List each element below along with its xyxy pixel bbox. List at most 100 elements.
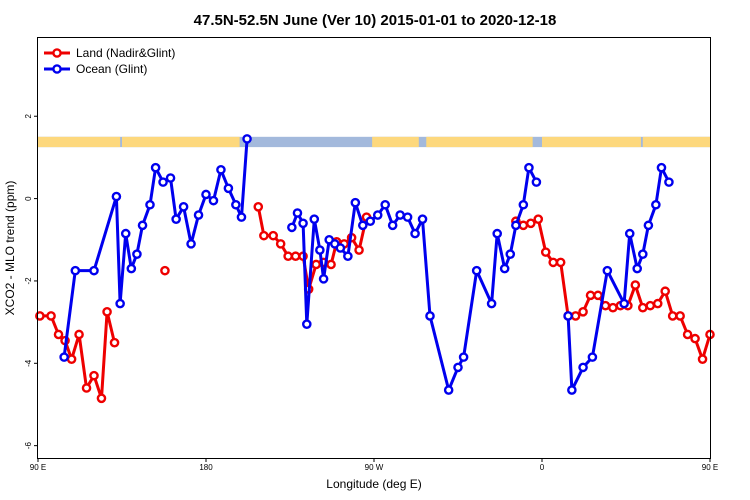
data-point bbox=[137, 220, 148, 231]
data-point bbox=[70, 265, 81, 276]
x-tick-label: 180 bbox=[199, 463, 213, 472]
data-point bbox=[231, 199, 241, 210]
legend-marker bbox=[52, 64, 62, 74]
data-point bbox=[675, 311, 685, 321]
data-point bbox=[315, 245, 325, 255]
data-point bbox=[343, 251, 353, 262]
data-point bbox=[651, 199, 661, 210]
data-point bbox=[126, 263, 137, 274]
data-point bbox=[638, 302, 648, 313]
data-point bbox=[425, 311, 435, 321]
legend: Land (Nadir&Glint) Ocean (Glint) bbox=[44, 46, 175, 76]
data-point bbox=[518, 220, 529, 231]
strip-land-segment bbox=[38, 136, 121, 148]
x-tick-label: 90 E bbox=[702, 463, 718, 472]
chart-title: 47.5N-52.5N June (Ver 10) 2015-01-01 to … bbox=[194, 12, 557, 29]
data-point bbox=[160, 265, 170, 276]
data-point bbox=[660, 286, 671, 297]
data-point bbox=[171, 214, 181, 224]
legend-label: Land (Nadir&Glint) bbox=[76, 46, 175, 60]
data-point bbox=[697, 354, 708, 364]
data-point bbox=[298, 218, 308, 229]
y-tick-label: -2 bbox=[24, 277, 33, 285]
data-point bbox=[89, 265, 99, 276]
data-point bbox=[292, 208, 303, 218]
data-point bbox=[301, 319, 312, 329]
legend-marker bbox=[52, 48, 62, 58]
data-point bbox=[236, 212, 247, 222]
data-point bbox=[499, 263, 510, 274]
data-point bbox=[505, 249, 516, 259]
data-point bbox=[81, 383, 92, 393]
data-point bbox=[380, 199, 391, 210]
data-point bbox=[259, 230, 269, 241]
data-point bbox=[540, 247, 551, 257]
data-point bbox=[526, 218, 536, 229]
data-point bbox=[548, 257, 559, 268]
strip-land-segment bbox=[122, 136, 240, 148]
data-point bbox=[186, 239, 196, 249]
data-point bbox=[630, 280, 641, 290]
y-axis: -6 -4 -2 0 2 bbox=[24, 113, 38, 449]
data-point bbox=[632, 263, 643, 274]
x-tick-label: 90 E bbox=[30, 463, 46, 472]
data-point bbox=[471, 265, 482, 276]
data-point bbox=[350, 197, 361, 208]
data-point bbox=[178, 202, 189, 212]
series-line bbox=[256, 206, 368, 291]
data-point bbox=[619, 298, 629, 309]
data-point bbox=[268, 230, 279, 241]
data-point bbox=[458, 352, 469, 362]
data-point bbox=[357, 220, 368, 231]
data-point bbox=[223, 183, 234, 194]
data-point bbox=[682, 329, 693, 340]
data-point bbox=[132, 249, 142, 259]
data-point bbox=[158, 177, 168, 187]
series-layer bbox=[35, 134, 715, 404]
data-point bbox=[89, 370, 99, 381]
data-point bbox=[74, 329, 84, 340]
plot-frame bbox=[37, 37, 711, 459]
data-point bbox=[486, 298, 497, 309]
strip-land-segment bbox=[372, 136, 419, 148]
data-point bbox=[690, 333, 700, 344]
data-point bbox=[524, 162, 534, 173]
data-point bbox=[109, 337, 120, 348]
series-line bbox=[39, 310, 116, 400]
data-point bbox=[365, 216, 376, 227]
data-point bbox=[165, 173, 176, 183]
data-point bbox=[283, 251, 293, 262]
data-point bbox=[410, 228, 420, 239]
data-point bbox=[667, 311, 678, 321]
data-point bbox=[201, 189, 211, 200]
data-point bbox=[417, 214, 428, 224]
data-point bbox=[578, 307, 588, 317]
strip-land-segment bbox=[426, 136, 533, 148]
data-point bbox=[216, 164, 226, 175]
y-axis-label: XCO2 - MLO trend (ppm) bbox=[3, 181, 17, 316]
data-point bbox=[150, 162, 161, 173]
data-point bbox=[643, 220, 654, 231]
data-point bbox=[570, 311, 581, 321]
data-point bbox=[492, 228, 503, 239]
data-point bbox=[311, 259, 321, 270]
legend-label: Ocean (Glint) bbox=[76, 62, 147, 76]
y-tick-label: -4 bbox=[24, 359, 33, 367]
data-point bbox=[145, 199, 155, 210]
data-point bbox=[372, 210, 383, 220]
data-point bbox=[567, 385, 577, 395]
data-point bbox=[35, 311, 45, 321]
data-point bbox=[387, 220, 398, 231]
data-point bbox=[578, 362, 588, 373]
data-point bbox=[531, 177, 542, 187]
x-axis: 90 E 180 90 W 0 90 E bbox=[30, 458, 718, 472]
data-point bbox=[511, 220, 521, 231]
data-point bbox=[253, 202, 264, 212]
data-point bbox=[242, 134, 252, 144]
data-point bbox=[120, 228, 131, 239]
data-point bbox=[287, 222, 297, 233]
data-point bbox=[664, 177, 674, 187]
series-line bbox=[515, 217, 712, 361]
data-point bbox=[443, 385, 454, 395]
